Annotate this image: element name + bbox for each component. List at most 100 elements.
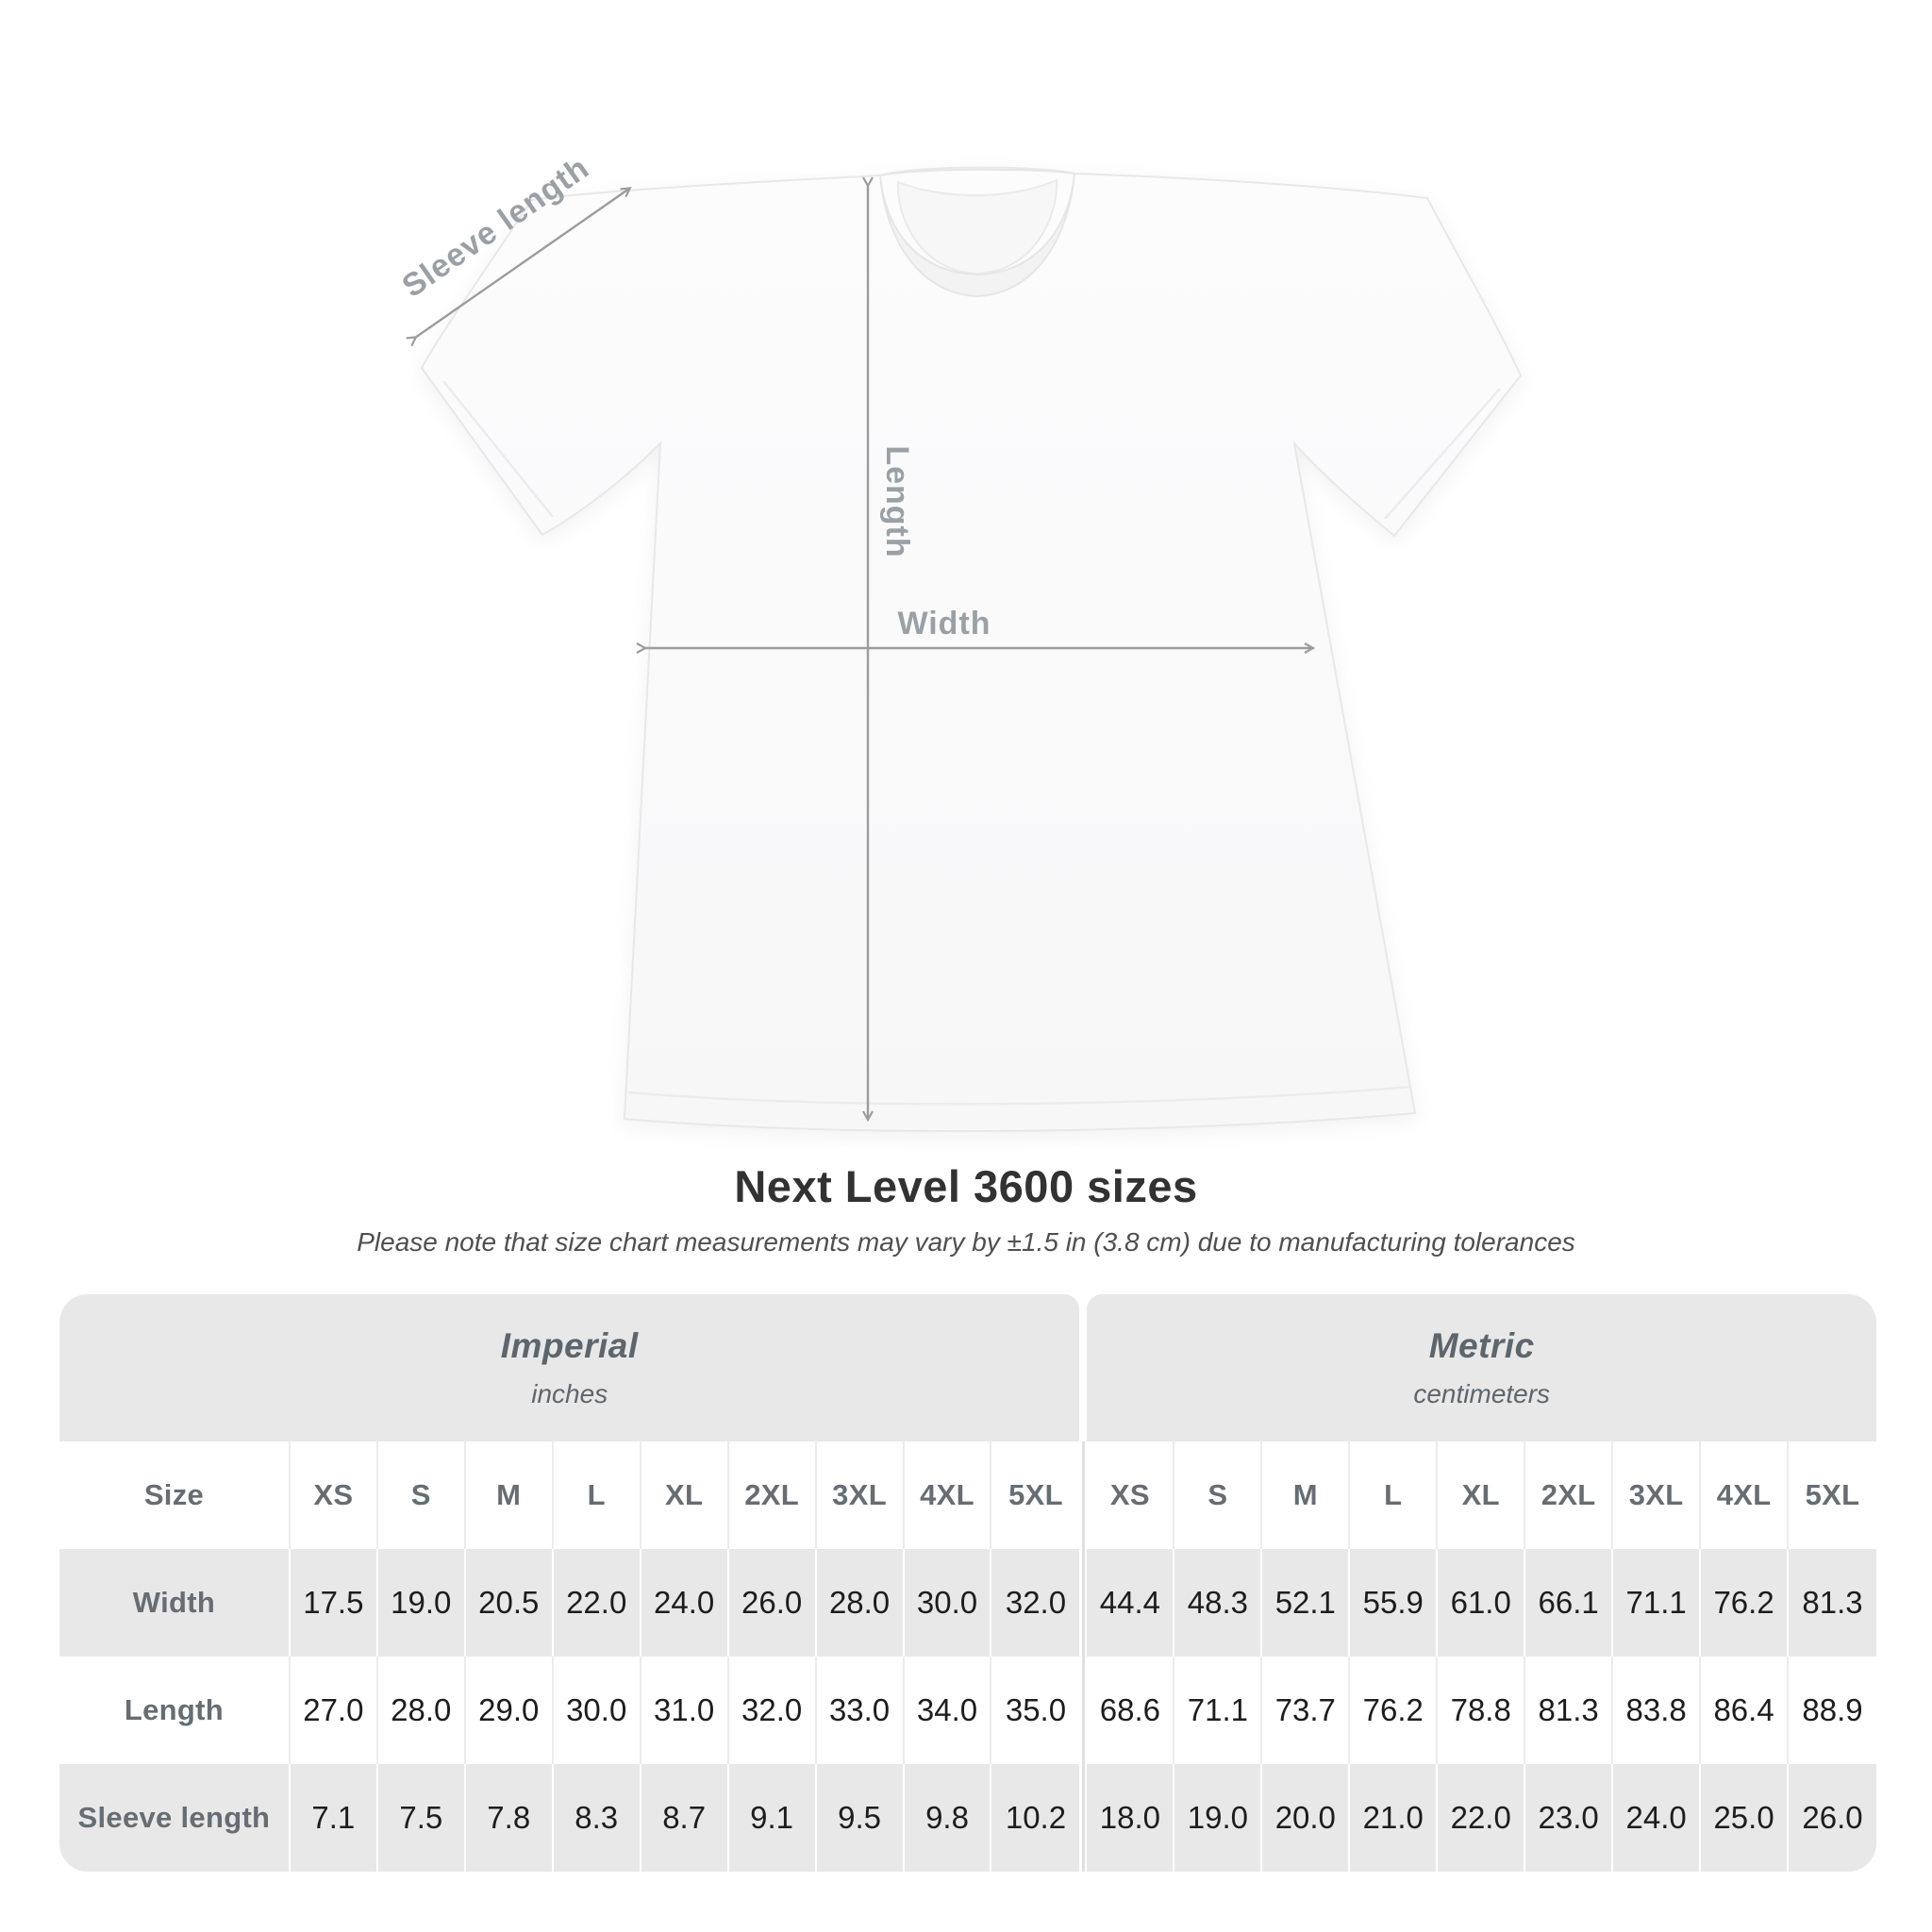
length-value: 83.8: [1613, 1657, 1702, 1764]
sleeve-value: 20.0: [1262, 1764, 1351, 1872]
length-value: 86.4: [1701, 1657, 1790, 1764]
imperial-title: Imperial: [500, 1326, 639, 1365]
unit-divider: [1079, 1441, 1088, 1549]
row-label-width: Width: [59, 1549, 291, 1657]
imperial-header: Imperial inches: [59, 1294, 1080, 1441]
hem-seam: [627, 1085, 1412, 1106]
width-value: 81.3: [1789, 1549, 1876, 1657]
tshirt-illustration: Sleeve length Length Width: [396, 150, 1523, 1133]
sleeve-value: 7.5: [377, 1764, 466, 1872]
right-sleeve-seam: [1384, 388, 1501, 520]
size-col-header: XS: [1087, 1441, 1175, 1549]
sleeve-value: 25.0: [1701, 1764, 1790, 1872]
size-col-header: 4XL: [1701, 1441, 1790, 1549]
length-value: 27.0: [290, 1657, 378, 1764]
length-value: 73.7: [1262, 1657, 1351, 1764]
width-value: 20.5: [465, 1549, 554, 1657]
width-value: 19.0: [377, 1549, 466, 1657]
width-value: 66.1: [1525, 1549, 1614, 1657]
metric-title: Metric: [1428, 1326, 1535, 1365]
length-value: 88.9: [1789, 1657, 1876, 1764]
size-col-header: L: [553, 1441, 641, 1549]
length-value: 81.3: [1525, 1657, 1614, 1764]
size-col-header: S: [377, 1441, 466, 1549]
length-label: Length: [879, 445, 915, 558]
size-col-header: S: [1174, 1441, 1263, 1549]
width-value: 28.0: [816, 1549, 905, 1657]
sleeve-value: 8.3: [553, 1764, 641, 1872]
sleeve-value: 9.1: [728, 1764, 817, 1872]
tshirt-measurement-diagram: Sleeve length Length Width: [396, 150, 1523, 1133]
length-value: 34.0: [904, 1657, 992, 1764]
length-value: 30.0: [553, 1657, 641, 1764]
length-value: 76.2: [1350, 1657, 1439, 1764]
metric-header: Metric centimeters: [1087, 1294, 1876, 1441]
tshirt-body: [420, 166, 1523, 1133]
width-value: 26.0: [728, 1549, 817, 1657]
size-col-header: 2XL: [1525, 1441, 1614, 1549]
sleeve-value: 9.8: [904, 1764, 992, 1872]
unit-divider: [1079, 1764, 1088, 1872]
unit-divider: [1079, 1657, 1088, 1764]
width-value: 17.5: [290, 1549, 378, 1657]
length-value: 78.8: [1438, 1657, 1526, 1764]
row-label-length: Length: [59, 1657, 291, 1764]
row-label-sleeve-length: Sleeve length: [59, 1764, 291, 1872]
width-value: 52.1: [1262, 1549, 1351, 1657]
length-value: 35.0: [991, 1657, 1080, 1764]
collar-band: [879, 173, 1075, 298]
size-col-header: 3XL: [816, 1441, 905, 1549]
collar-opening: [896, 178, 1058, 275]
size-col-header: XS: [290, 1441, 378, 1549]
size-col-header: L: [1350, 1441, 1439, 1549]
imperial-unit: inches: [531, 1379, 608, 1408]
sleeve-value: 21.0: [1350, 1764, 1439, 1872]
sleeve-value: 8.7: [641, 1764, 729, 1872]
sleeve-value: 7.1: [290, 1764, 378, 1872]
width-value: 76.2: [1701, 1549, 1790, 1657]
width-value: 44.4: [1087, 1549, 1175, 1657]
sleeve-value: 19.0: [1174, 1764, 1263, 1872]
length-value: 71.1: [1174, 1657, 1263, 1764]
sleeve-value: 22.0: [1438, 1764, 1526, 1872]
width-label: Width: [897, 606, 991, 641]
length-value: 32.0: [728, 1657, 817, 1764]
width-value: 30.0: [904, 1549, 992, 1657]
chart-heading: Next Level 3600 sizes Please note that s…: [0, 1160, 1932, 1257]
width-value: 22.0: [553, 1549, 641, 1657]
sleeve-value: 26.0: [1789, 1764, 1876, 1872]
left-sleeve-seam: [442, 380, 554, 518]
width-value: 48.3: [1174, 1549, 1263, 1657]
header-gutter: [1079, 1294, 1088, 1441]
size-col-header: M: [1262, 1441, 1351, 1549]
sleeve-value: 23.0: [1525, 1764, 1614, 1872]
width-value: 71.1: [1613, 1549, 1702, 1657]
size-col-header: XL: [641, 1441, 729, 1549]
size-col-header: 2XL: [728, 1441, 817, 1549]
size-col-header: 3XL: [1613, 1441, 1702, 1549]
size-col-header: 5XL: [1789, 1441, 1876, 1549]
metric-unit: centimeters: [1413, 1379, 1551, 1408]
size-corner-label: Size: [59, 1441, 291, 1549]
sleeve-length-arrow: [406, 187, 632, 347]
page-title: Next Level 3600 sizes: [734, 1161, 1198, 1211]
size-col-header: XL: [1438, 1441, 1526, 1549]
width-value: 61.0: [1438, 1549, 1526, 1657]
length-value: 28.0: [377, 1657, 466, 1764]
sleeve-value: 9.5: [816, 1764, 905, 1872]
length-value: 29.0: [465, 1657, 554, 1764]
length-value: 33.0: [816, 1657, 905, 1764]
size-chart-table: Imperial inches Metric centimeters Size …: [59, 1294, 1876, 1872]
width-value: 32.0: [991, 1549, 1080, 1657]
sleeve-value: 18.0: [1087, 1764, 1175, 1872]
unit-divider: [1079, 1549, 1088, 1657]
size-col-header: M: [465, 1441, 554, 1549]
width-value: 24.0: [641, 1549, 729, 1657]
size-col-header: 4XL: [904, 1441, 992, 1549]
sleeve-value: 24.0: [1613, 1764, 1702, 1872]
sleeve-value: 10.2: [991, 1764, 1080, 1872]
length-value: 68.6: [1087, 1657, 1175, 1764]
back-collar-line: [879, 168, 1075, 176]
sleeve-value: 7.8: [465, 1764, 554, 1872]
tolerance-note: Please note that size chart measurements…: [357, 1227, 1575, 1257]
